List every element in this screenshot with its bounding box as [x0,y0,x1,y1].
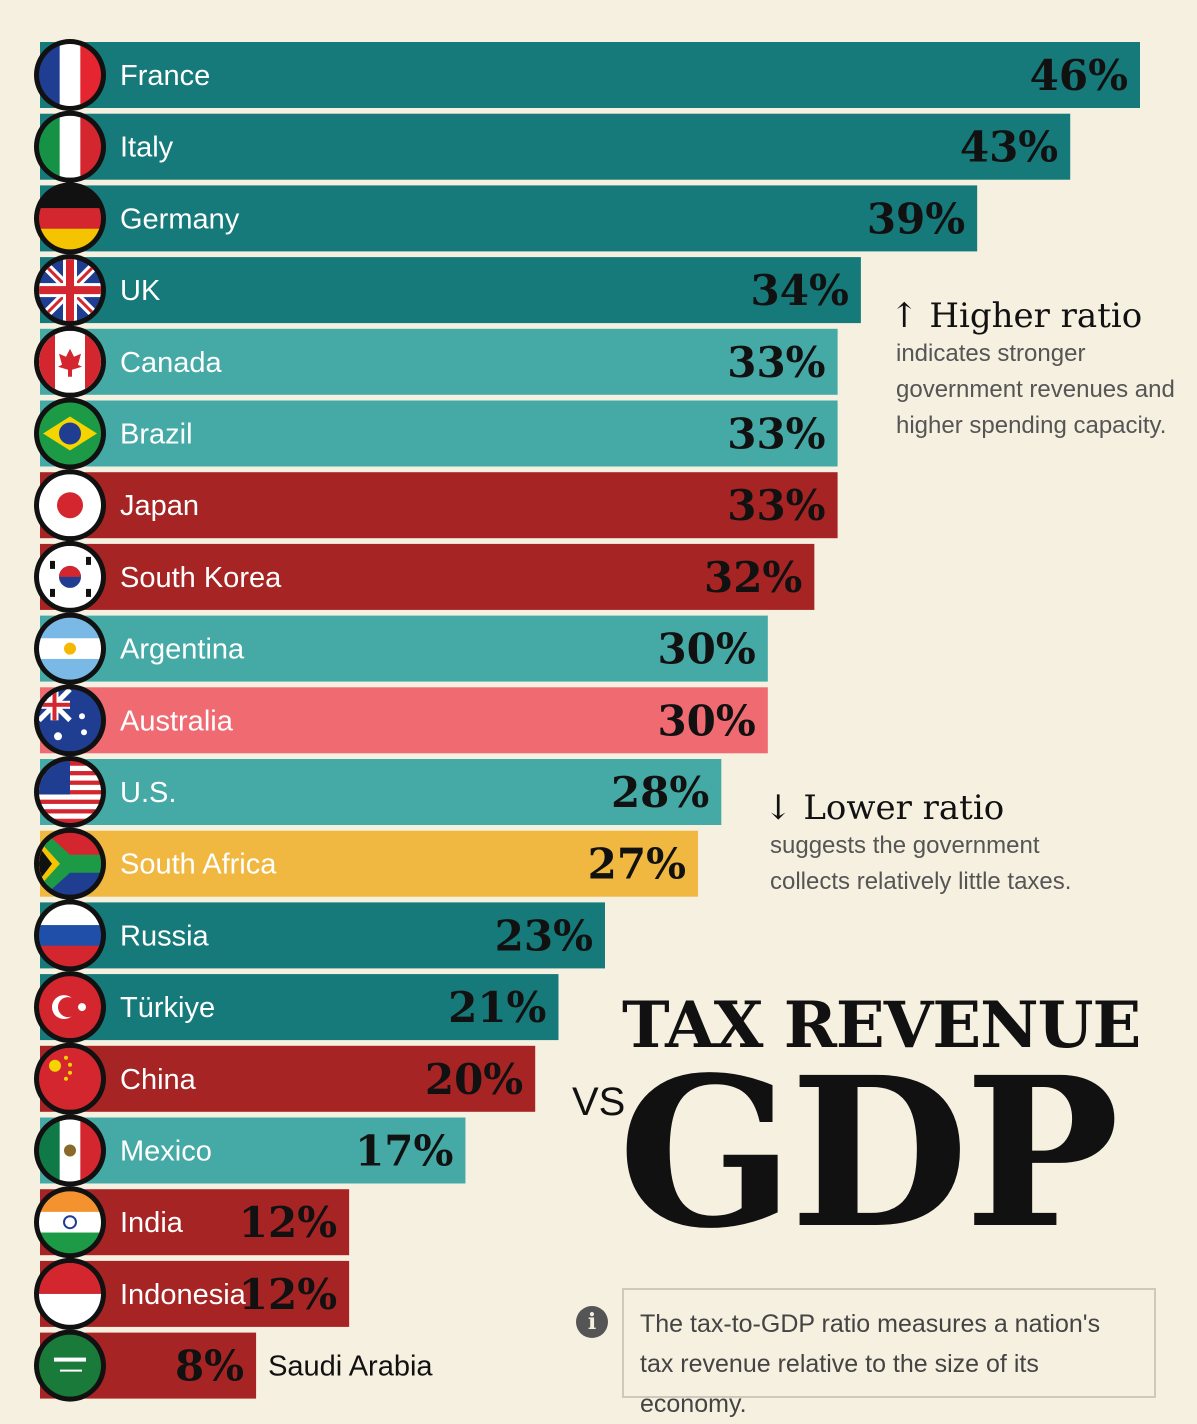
value-label-argentina: 30% [657,625,755,674]
country-label-argentina: Argentina [120,634,245,666]
value-label-uk: 34% [751,266,849,315]
country-label-china: China [120,1064,197,1096]
bar-brazil [40,400,838,467]
value-label-saudi-arabia: 8% [175,1342,244,1391]
country-label-canada: Canada [120,347,222,379]
country-label-brazil: Brazil [120,419,193,451]
germany-flag-icon [34,182,106,255]
bar-argentina [40,615,768,682]
info-icon: i [576,1306,608,1338]
bar-russia [40,902,605,969]
higher-ratio-body: indicates stronger government revenues a… [896,340,1175,439]
value-label-france: 46% [1030,51,1128,100]
country-label-japan: Japan [120,490,199,522]
bar-germany [40,185,978,252]
value-label-india: 12% [239,1198,337,1247]
country-label-uk: UK [120,275,161,307]
bar-italy [40,113,1071,180]
bar-uk [40,257,861,324]
country-label-south-africa: South Africa [120,849,277,881]
lower-ratio-title: ↓ Lower ratio [764,788,1071,828]
japan-flag-icon [34,469,106,542]
value-label-t-rkiye: 21% [448,983,546,1032]
lower-ratio-heading: Lower ratio [803,788,1005,828]
us-flag-icon [34,756,106,828]
value-label-south-africa: 27% [588,840,686,889]
value-label-canada: 33% [727,338,825,387]
country-label-t-rkiye: Türkiye [120,992,215,1024]
value-label-germany: 39% [867,194,965,243]
country-label-saudi-arabia: Saudi Arabia [268,1351,433,1383]
value-label-russia: 23% [495,911,593,960]
bar-south-korea [40,543,815,610]
argentina-flag-icon [34,612,106,685]
down-arrow-icon: ↓ [764,788,793,828]
uk-flag-icon [34,254,106,327]
lower-ratio-annotation: ↓ Lower ratio suggests the government co… [764,788,1071,900]
south-korea-flag-icon [34,540,106,613]
bar-china [40,1045,536,1112]
value-label-indonesia: 12% [239,1270,337,1319]
country-label-germany: Germany [120,203,240,235]
bar-france [40,42,1140,108]
chart-title-big: GDP [618,1032,1119,1274]
country-label-u-s: U.S. [120,777,176,809]
india-flag-icon [34,1186,106,1259]
indonesia-flag-icon [34,1257,106,1330]
up-arrow-icon: ↑ [890,296,919,336]
bar-u-s [40,759,722,825]
value-label-italy: 43% [960,123,1058,172]
value-label-china: 20% [425,1055,523,1104]
country-label-russia: Russia [120,920,210,952]
country-label-india: India [120,1207,184,1239]
brazil-flag-icon [34,397,106,470]
country-label-indonesia: Indonesia [120,1279,247,1311]
country-label-south-korea: South Korea [120,562,282,594]
value-label-u-s: 28% [611,768,709,817]
chart-title-connector: VS [572,1080,626,1124]
china-flag-icon [34,1042,106,1115]
bar-canada [40,328,838,395]
country-label-france: France [120,60,210,92]
bar-australia [40,687,768,754]
value-label-mexico: 17% [355,1127,453,1176]
country-label-italy: Italy [120,132,174,164]
bar-south-africa [40,830,699,897]
info-box: The tax-to-GDP ratio measures a nation's… [622,1288,1156,1418]
higher-ratio-title: ↑ Higher ratio [890,296,1175,336]
lower-ratio-body: suggests the government collects relativ… [770,832,1072,895]
country-label-australia: Australia [120,705,234,737]
mexico-flag-icon [34,1114,106,1187]
canada-flag-icon [34,325,106,398]
country-label-mexico: Mexico [120,1136,212,1168]
russia-flag-icon [34,899,106,972]
higher-ratio-annotation: ↑ Higher ratio indicates stronger govern… [890,296,1175,444]
turkiye-flag-icon [34,971,106,1044]
australia-flag-icon [34,684,106,757]
value-label-australia: 30% [657,696,755,745]
bar-t-rkiye [40,974,559,1041]
higher-ratio-heading: Higher ratio [929,296,1143,336]
france-flag-icon [34,39,106,111]
chart-title: TAX REVENUE [622,988,1141,1063]
italy-flag-icon [34,110,106,183]
value-label-japan: 33% [727,481,825,530]
bar-mexico [40,1117,466,1184]
bar-japan [40,472,838,539]
saudi-arabia-flag-icon [34,1329,106,1402]
value-label-south-korea: 32% [704,553,802,602]
value-label-brazil: 33% [727,410,825,459]
south-africa-flag-icon [34,827,106,900]
